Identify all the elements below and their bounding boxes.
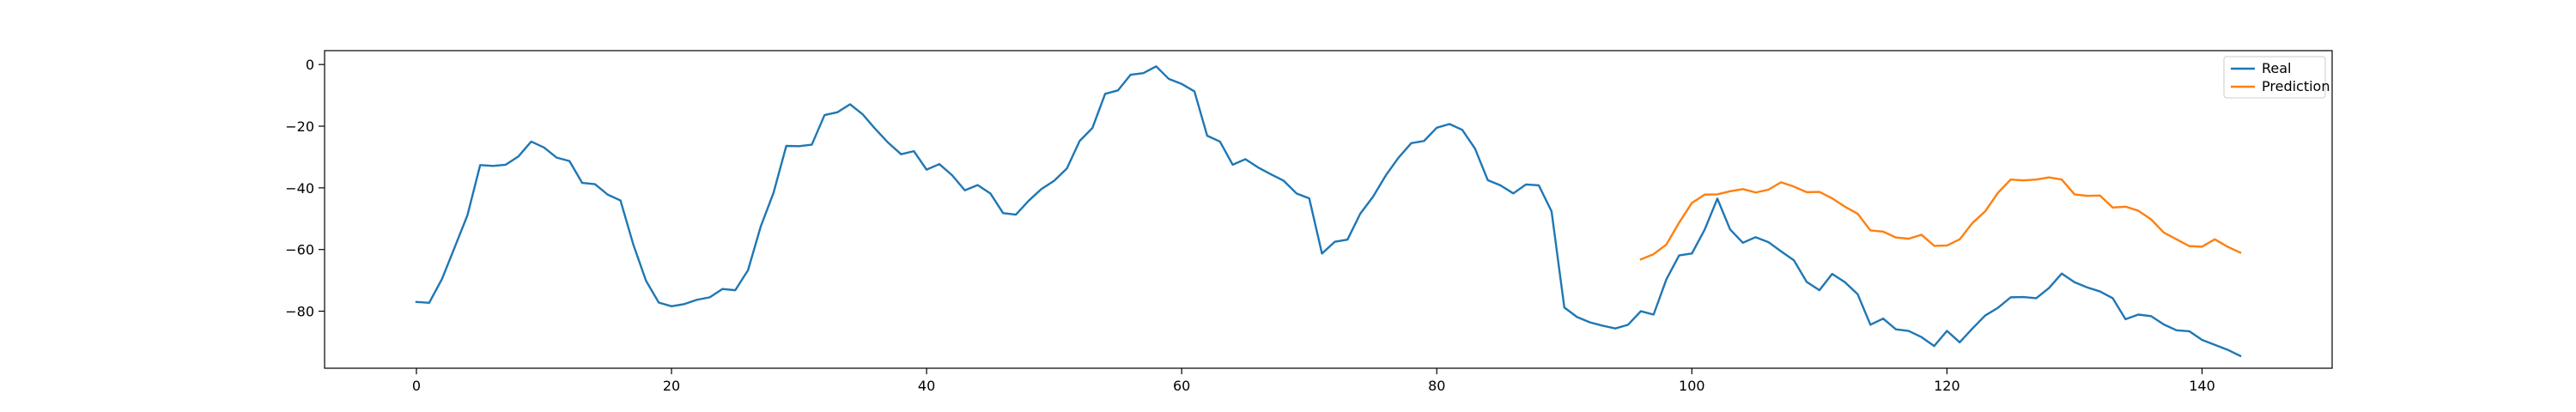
plot-area-frame	[324, 50, 2333, 369]
y-tick-label: 0	[306, 57, 314, 73]
x-tick-label: 40	[918, 378, 935, 394]
y-axis: 0 −20 −40 −60 −80	[285, 57, 325, 320]
x-tick-label: 140	[2189, 378, 2215, 394]
x-tick-label: 60	[1173, 378, 1190, 394]
legend-label-prediction: Prediction	[2262, 78, 2330, 94]
legend-label-real: Real	[2262, 60, 2292, 76]
x-tick-label: 100	[1679, 378, 1705, 394]
x-tick-label: 0	[412, 378, 421, 394]
x-tick-label: 80	[1428, 378, 1445, 394]
series-line-real	[415, 65, 2242, 358]
y-tick-label: −60	[285, 242, 314, 258]
y-tick-label: −20	[285, 118, 314, 135]
y-tick-label: −40	[285, 180, 314, 197]
x-axis: 0 20 40 60 80 100 120 140	[412, 368, 2215, 394]
series-layer	[415, 65, 2242, 358]
legend: Real Prediction	[2223, 56, 2330, 99]
x-tick-label: 20	[663, 378, 680, 394]
x-tick-label: 120	[1934, 378, 1960, 394]
series-line-prediction	[1639, 176, 2242, 261]
y-tick-label: −80	[285, 304, 314, 320]
